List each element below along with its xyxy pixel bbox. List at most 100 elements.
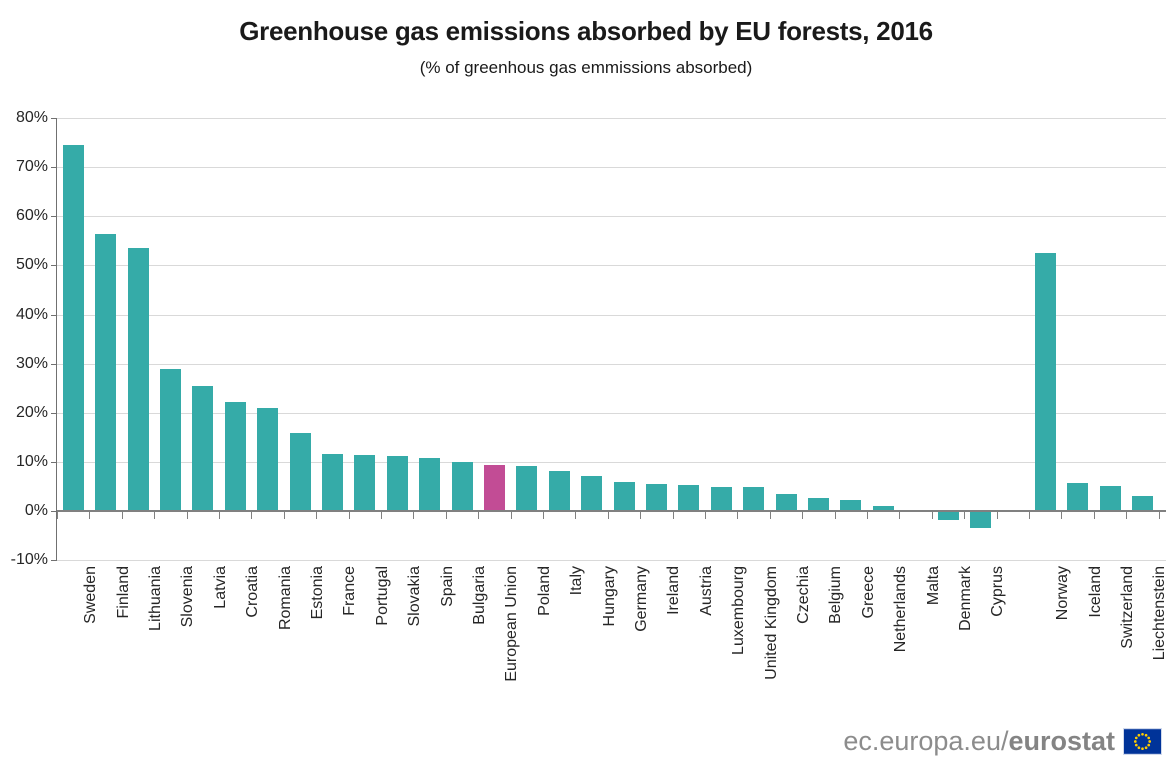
y-axis-tick — [51, 363, 57, 365]
y-axis-tick — [51, 461, 57, 463]
footer-logo: ec.europa.eu/eurostat — [843, 726, 1162, 756]
x-label-sweden: Sweden — [82, 566, 100, 624]
bar-iceland — [1067, 482, 1089, 511]
page-title: Greenhouse gas emissions absorbed by EU … — [239, 16, 933, 46]
bar-luxembourg — [710, 486, 732, 511]
x-axis-tick — [996, 512, 998, 519]
x-axis-tick — [57, 512, 58, 519]
x-axis-tick — [705, 512, 706, 519]
x-label-finland: Finland — [114, 566, 132, 619]
x-axis-tick — [413, 512, 415, 519]
bar-czechia — [775, 494, 797, 511]
bar-slovakia — [386, 455, 408, 511]
x-axis-tick — [121, 512, 123, 519]
x-axis-tick — [834, 512, 836, 519]
x-label-belgium: Belgium — [827, 566, 845, 624]
x-axis-tick — [186, 512, 188, 519]
y-axis-tick — [51, 216, 57, 218]
bar-switzerland — [1099, 486, 1121, 511]
x-axis-tick — [672, 512, 674, 519]
x-axis-tick — [1093, 512, 1095, 519]
y-axis-tick — [51, 118, 57, 119]
y-axis-tick — [51, 167, 57, 169]
x-axis-tick — [478, 512, 480, 519]
gridline-50 — [57, 265, 1166, 267]
bar-belgium — [807, 497, 829, 511]
bar-denmark — [937, 511, 959, 520]
bar-poland — [516, 466, 538, 511]
x-axis-tick — [510, 512, 512, 519]
x-axis-tick — [867, 512, 868, 519]
bar-greece — [840, 499, 862, 511]
gridline-70 — [57, 167, 1166, 169]
bar-bulgaria — [451, 462, 473, 511]
bar-spain — [419, 458, 441, 511]
bar-european-union — [483, 465, 505, 511]
y-tick-label-40: 40% — [15, 305, 48, 323]
gridline-80 — [57, 118, 1166, 119]
x-axis-tick — [283, 512, 285, 519]
y-axis-tick — [51, 511, 57, 512]
x-label-european-union: European Union — [503, 566, 521, 682]
x-axis-tick — [899, 512, 901, 519]
bar-slovenia — [159, 368, 181, 511]
x-axis-tick — [931, 512, 933, 519]
x-label-greece: Greece — [859, 566, 877, 619]
x-label-portugal: Portugal — [373, 566, 391, 626]
footer-url-bold: eurostat — [1008, 726, 1115, 756]
y-tick-label-80: 80% — [15, 109, 48, 126]
x-label-ireland: Ireland — [665, 566, 683, 615]
y-tick-label-30: 30% — [15, 354, 48, 372]
y-tick-label-50: 50% — [15, 256, 48, 274]
eu-flag-icon — [1123, 727, 1162, 755]
x-label-bulgaria: Bulgaria — [471, 566, 488, 625]
x-label-netherlands: Netherlands — [892, 566, 910, 653]
y-axis-tick — [51, 560, 57, 562]
footer-url: ec.europa.eu/eurostat — [843, 726, 1115, 756]
bar-france — [321, 453, 343, 511]
bar-germany — [613, 481, 635, 511]
x-label-czechia: Czechia — [795, 566, 812, 624]
x-axis-tick — [316, 512, 318, 519]
x-axis-tick — [251, 512, 253, 519]
bar-italy — [548, 471, 570, 511]
x-axis-tick — [575, 512, 577, 519]
gridline-10 — [57, 461, 1166, 463]
bar-sweden — [62, 145, 84, 511]
bar-cyprus — [969, 511, 991, 528]
x-label-france: France — [341, 566, 359, 616]
y-tick-label-70: 70% — [15, 158, 48, 176]
footer-url-regular: ec.europa.eu/ — [843, 726, 1009, 756]
x-axis-tick — [964, 512, 966, 519]
bar-lithuania — [127, 248, 149, 511]
x-label-slovakia: Slovakia — [406, 566, 424, 627]
bar-austria — [678, 485, 700, 511]
x-axis-tick — [607, 512, 609, 519]
x-axis-tick — [1061, 512, 1063, 519]
x-label-austria: Austria — [697, 566, 715, 616]
y-axis-line — [56, 118, 57, 561]
y-tick-label-60: 60% — [15, 207, 48, 225]
x-label-united-kingdom: United Kingdom — [762, 566, 780, 680]
bar-estonia — [289, 432, 311, 511]
x-label-lithuania: Lithuania — [147, 566, 164, 631]
bar-portugal — [354, 455, 376, 511]
gridline-20 — [57, 412, 1166, 414]
x-label-luxembourg: Luxembourg — [730, 566, 748, 655]
x-axis-tick — [219, 512, 220, 519]
bar-norway — [1034, 253, 1056, 511]
x-axis-baseline — [57, 510, 1166, 512]
x-axis-tick — [89, 512, 91, 519]
x-axis-tick — [154, 512, 156, 519]
bar-latvia — [192, 385, 214, 511]
x-label-poland: Poland — [535, 566, 553, 616]
x-label-latvia: Latvia — [211, 566, 229, 609]
x-axis-tick — [381, 512, 382, 519]
bar-croatia — [224, 401, 246, 511]
x-label-croatia: Croatia — [244, 566, 262, 618]
x-label-germany: Germany — [633, 566, 650, 632]
bar-finland — [95, 234, 117, 511]
x-axis-tick — [1158, 512, 1160, 519]
x-label-denmark: Denmark — [957, 566, 974, 631]
